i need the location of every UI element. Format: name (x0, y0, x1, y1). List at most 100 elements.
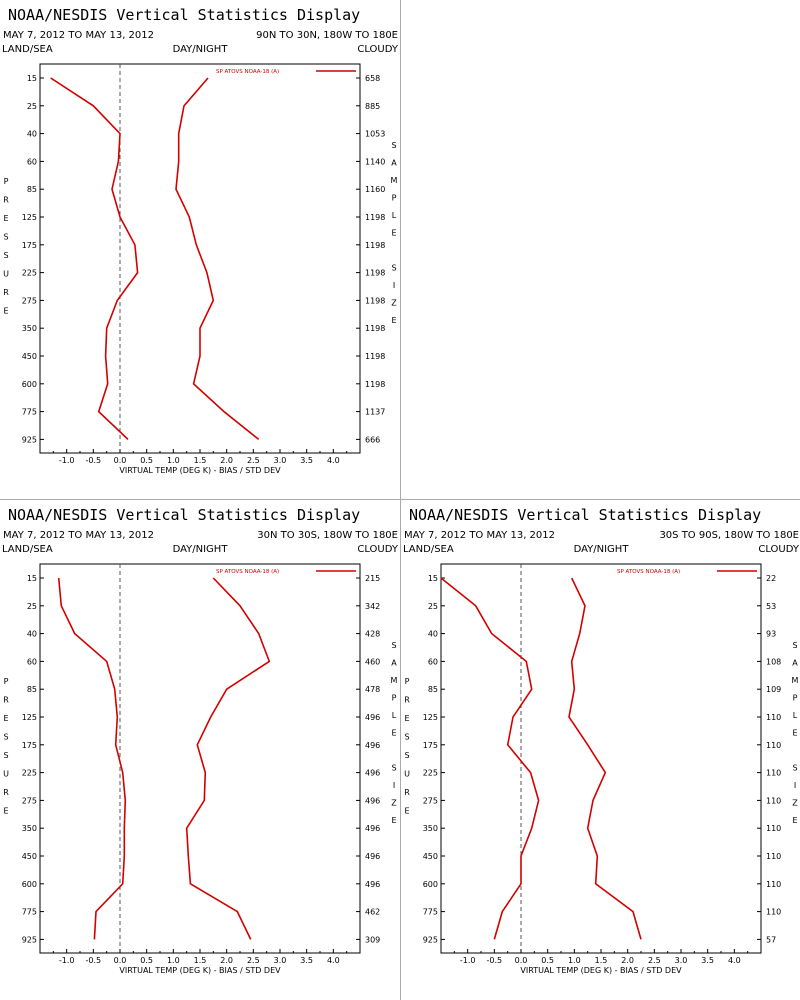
sample-size-label: 885 (365, 102, 380, 111)
x-tick-label: 1.0 (167, 956, 180, 965)
pressure-level-label: 450 (423, 852, 438, 861)
y-axis-letter: U (3, 270, 9, 279)
pressure-level-label: 350 (22, 324, 37, 333)
right-axis-letter: Z (792, 799, 798, 808)
right-axis-letter: P (392, 194, 397, 203)
sample-size-label: 108 (766, 657, 781, 666)
y-axis-letter: S (404, 733, 409, 742)
sample-size-label: 496 (365, 852, 380, 861)
legend-label: SP ATOVS NOAA-18 (A) (216, 69, 279, 75)
region-label: 30N TO 30S, 180W TO 180E (257, 530, 398, 541)
x-tick-label: -0.5 (487, 956, 503, 965)
sample-size-label: 1198 (365, 269, 385, 278)
pressure-level-label: 15 (428, 574, 438, 583)
pressure-level-label: 225 (423, 769, 438, 778)
x-tick-label: 1.5 (194, 456, 207, 465)
pressure-level-label: 350 (423, 824, 438, 833)
x-tick-label: 1.0 (167, 456, 180, 465)
pressure-level-label: 85 (27, 185, 37, 194)
sample-size-label: 1198 (365, 213, 385, 222)
sample-size-label: 460 (365, 657, 380, 666)
pressure-level-label: 15 (27, 74, 37, 83)
y-axis-letter: E (3, 714, 8, 723)
x-tick-label: 0.0 (114, 456, 127, 465)
right-axis-letter: S (391, 641, 396, 650)
filter-day-night: DAY/NIGHT (173, 44, 229, 55)
right-axis-letter: I (393, 281, 395, 290)
chart-title: NOAA/NESDIS Vertical Statistics Display (409, 506, 761, 524)
x-tick-label: 2.0 (220, 956, 233, 965)
pressure-level-label: 925 (22, 935, 37, 944)
x-tick-label: 2.5 (247, 956, 260, 965)
sample-size-label: 496 (365, 880, 380, 889)
y-axis-letter: E (3, 214, 8, 223)
filter-cloudy: CLOUDY (357, 44, 399, 55)
sample-size-label: 215 (365, 574, 380, 583)
series-line-std-dev (185, 577, 271, 940)
sample-size-label: 462 (365, 908, 380, 917)
y-axis-letter: P (4, 177, 9, 186)
panel-divider-vertical (400, 0, 401, 1000)
sample-size-label: 53 (766, 602, 776, 611)
right-axis-letter: Z (391, 799, 397, 808)
pressure-level-label: 775 (22, 408, 37, 417)
pressure-level-label: 40 (27, 630, 37, 639)
pressure-level-label: 125 (22, 713, 37, 722)
pressure-level-label: 450 (22, 352, 37, 361)
pressure-level-label: 125 (423, 713, 438, 722)
sample-size-label: 342 (365, 602, 380, 611)
filter-land-sea: LAND/SEA (403, 544, 454, 555)
chart-title: NOAA/NESDIS Vertical Statistics Display (8, 6, 360, 24)
plot-frame (39, 563, 361, 954)
x-tick-label: 2.0 (220, 456, 233, 465)
sample-size-label: 110 (766, 852, 781, 861)
pressure-level-label: 275 (423, 796, 438, 805)
right-axis-letter: S (792, 764, 797, 773)
sample-size-label: 110 (766, 824, 781, 833)
right-axis-letter: I (393, 781, 395, 790)
x-tick-label: 1.5 (595, 956, 608, 965)
sample-size-label: 496 (365, 741, 380, 750)
y-axis-letter: U (404, 770, 410, 779)
y-axis-letter: S (3, 233, 8, 242)
x-tick-label: -1.0 (460, 956, 476, 965)
pressure-level-label: 25 (428, 602, 438, 611)
date-range: MAY 7, 2012 TO MAY 13, 2012 (3, 530, 154, 541)
x-tick-label: 3.0 (675, 956, 688, 965)
y-axis-letter: U (3, 770, 9, 779)
x-tick-label: 3.5 (701, 956, 714, 965)
y-axis-letter: R (3, 788, 9, 797)
filter-cloudy: CLOUDY (758, 544, 800, 555)
right-axis-letter: E (792, 729, 797, 738)
right-axis-letter: E (391, 316, 396, 325)
y-axis-letter: R (404, 788, 410, 797)
x-axis-label: VIRTUAL TEMP (DEG K) - BIAS / STD DEV (119, 466, 281, 475)
sample-size-label: 109 (766, 685, 781, 694)
sample-size-label: 93 (766, 630, 776, 639)
sample-size-label: 1053 (365, 130, 385, 139)
right-axis-letter: E (391, 816, 396, 825)
pressure-level-label: 925 (423, 935, 438, 944)
x-tick-label: 2.0 (621, 956, 634, 965)
x-tick-label: 3.5 (300, 956, 313, 965)
y-axis-letter: P (4, 677, 9, 686)
chart-svg: NOAA/NESDIS Vertical Statistics Display M… (2, 6, 399, 475)
x-tick-label: 0.0 (515, 956, 528, 965)
pressure-level-label: 275 (22, 796, 37, 805)
pressure-level-label: 175 (22, 241, 37, 250)
sample-size-label: 110 (766, 741, 781, 750)
y-axis-letter: P (405, 677, 410, 686)
pressure-level-label: 125 (22, 213, 37, 222)
right-axis-letter: E (391, 729, 396, 738)
sample-size-label: 22 (766, 574, 776, 583)
pressure-level-label: 175 (423, 741, 438, 750)
pressure-level-label: 25 (27, 602, 37, 611)
sample-size-label: 1198 (365, 380, 385, 389)
pressure-level-label: 600 (423, 880, 438, 889)
sample-size-label: 478 (365, 685, 380, 694)
x-tick-label: 4.0 (327, 956, 340, 965)
x-tick-label: -0.5 (86, 456, 102, 465)
sample-size-label: 57 (766, 935, 776, 944)
sample-size-label: 110 (766, 908, 781, 917)
right-axis-letter: A (391, 159, 397, 168)
